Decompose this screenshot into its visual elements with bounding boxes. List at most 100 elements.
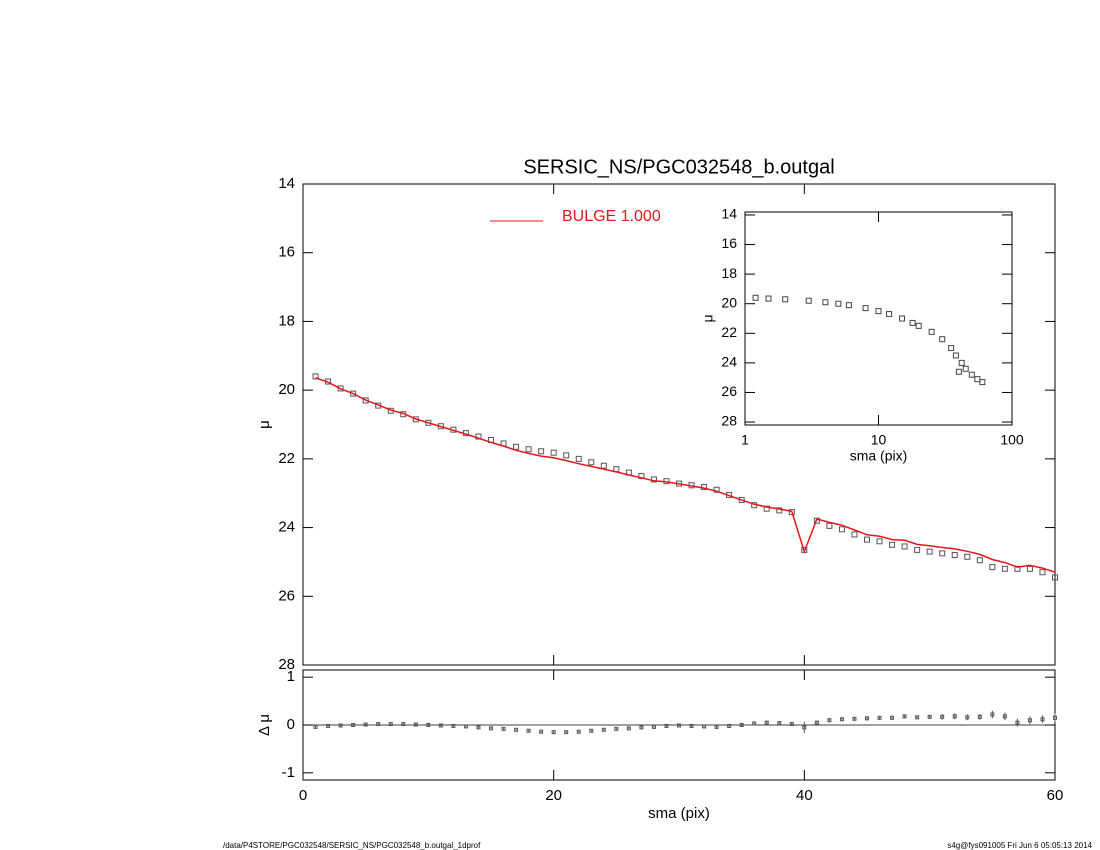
data-point [651, 724, 656, 729]
data-point [864, 536, 870, 543]
data-point [901, 543, 908, 550]
footer-right: s4g@fys091005 Fri Jun 6 05:05:13 2014 [947, 841, 1092, 850]
y-axis-label: μ [256, 420, 273, 429]
data-point [313, 724, 318, 729]
data-point [575, 455, 582, 462]
data-point [939, 336, 946, 343]
data-point [1052, 574, 1058, 581]
data-point [626, 726, 631, 731]
data-point [600, 462, 607, 469]
data-point [664, 723, 669, 728]
legend-label: BULGE 1.000 [562, 208, 661, 225]
data-point [639, 725, 644, 730]
data-point [814, 720, 819, 725]
data-point [463, 724, 468, 729]
data-point [838, 526, 845, 533]
y-tick-label: 26 [721, 383, 737, 399]
data-point [939, 550, 946, 557]
data-point [563, 452, 570, 459]
data-point [805, 297, 812, 304]
data-point [915, 715, 920, 720]
data-point [802, 725, 807, 730]
data-point [964, 553, 971, 560]
y-tick-label: 22 [721, 324, 737, 340]
data-point [1015, 720, 1020, 725]
data-point [476, 725, 481, 730]
data-point [915, 322, 922, 329]
data-point [677, 723, 681, 728]
x-axis-label: sma (pix) [850, 448, 908, 464]
data-point [764, 720, 769, 725]
y-tick-label: 16 [721, 235, 737, 251]
x-tick-label: 1 [741, 432, 749, 448]
data-point [952, 352, 959, 359]
y-tick-label: 22 [278, 450, 295, 467]
data-point [350, 390, 357, 397]
data-point [782, 296, 789, 303]
y-tick-label: 24 [278, 519, 295, 536]
data-point [899, 315, 906, 322]
data-point [363, 722, 368, 727]
data-point [1053, 715, 1057, 720]
data-point [876, 538, 883, 545]
y-tick-label: 28 [278, 656, 295, 673]
x-axis-label: sma (pix) [648, 805, 710, 822]
data-point [835, 300, 842, 307]
data-point [977, 714, 982, 719]
data-point [890, 715, 895, 720]
data-point [926, 548, 933, 555]
y-tick-label: 20 [721, 294, 737, 310]
x-tick-label: 40 [796, 787, 813, 804]
y-tick-label: 18 [278, 312, 295, 329]
data-point [865, 716, 869, 721]
data-point [564, 730, 569, 735]
data-point [776, 507, 783, 514]
data-point [1040, 717, 1045, 722]
data-point [438, 723, 443, 728]
data-point [1001, 565, 1008, 572]
data-point [388, 722, 393, 727]
y-tick-label: 18 [721, 265, 737, 281]
data-point [948, 345, 955, 352]
data-point [839, 717, 844, 722]
data-point [962, 365, 969, 372]
y-tick-label: 16 [278, 244, 295, 261]
data-point [940, 714, 945, 719]
data-point [752, 721, 757, 726]
footer-left: /data/P4STORE/PGC032548/SERSIC_NS/PGC032… [223, 841, 481, 850]
data-point [765, 295, 772, 302]
y-tick-label: 24 [721, 354, 737, 370]
data-point [589, 728, 594, 733]
data-point [451, 723, 456, 728]
data-point [909, 319, 916, 326]
data-point [822, 299, 829, 306]
data-point [968, 371, 975, 378]
y-tick-label: 20 [278, 381, 295, 398]
plot-frame [744, 211, 1013, 426]
data-point [914, 546, 921, 553]
y-axis-label: μ [700, 314, 716, 322]
data-point [588, 459, 595, 466]
data-point [513, 443, 520, 450]
x-tick-label: 100 [1000, 432, 1024, 448]
data-point [927, 714, 932, 719]
data-point [713, 486, 720, 493]
data-point [475, 433, 482, 440]
y-tick-label: 28 [721, 413, 737, 429]
data-point [974, 376, 981, 383]
data-point [826, 522, 833, 529]
y-axis-label: Δ μ [256, 714, 273, 736]
data-point [1014, 565, 1021, 572]
data-point [979, 379, 986, 386]
data-point [413, 722, 418, 727]
y-tick-label: 14 [278, 175, 295, 192]
data-point [550, 449, 557, 456]
y-tick-label: 14 [721, 206, 737, 222]
data-point [990, 712, 995, 717]
data-point [401, 722, 406, 727]
data-point [702, 724, 707, 729]
data-point [976, 557, 983, 564]
data-point [875, 308, 882, 315]
x-tick-label: 0 [299, 787, 307, 804]
data-point [763, 505, 770, 512]
